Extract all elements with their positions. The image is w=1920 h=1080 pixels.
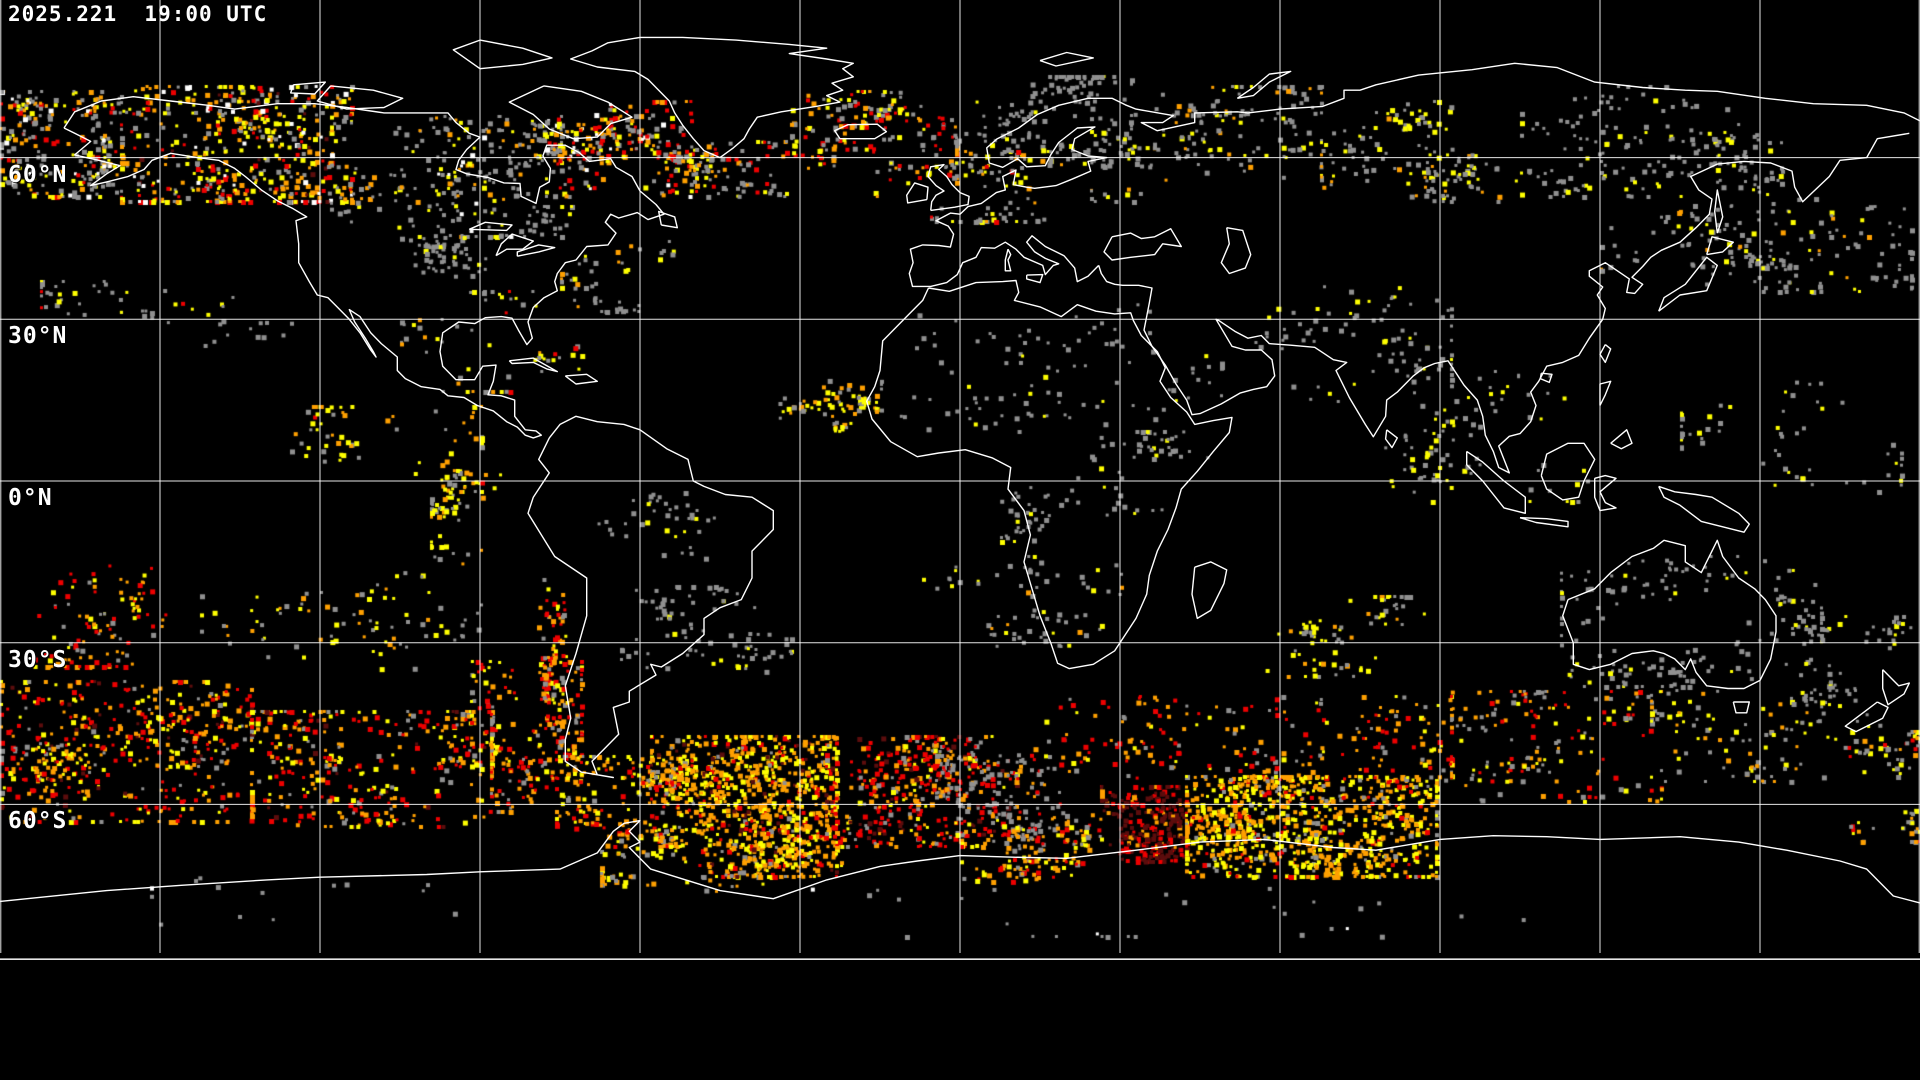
coastline-path: [564, 373, 598, 385]
coastline-path: [866, 279, 1233, 670]
coastline-path: [1658, 485, 1750, 533]
coastline-path: [290, 81, 326, 95]
coastline-path: [1658, 256, 1718, 312]
coastline-path: [1026, 273, 1044, 284]
coastline-path: [1844, 701, 1889, 733]
coastline-path: [1562, 539, 1777, 690]
coastline-path: [1519, 517, 1569, 528]
timestamp: 2025.221 19:00 UTC: [8, 2, 268, 26]
coastline-path: [495, 233, 534, 257]
coastline-path: [1236, 70, 1292, 99]
coastline-path: [1599, 380, 1612, 406]
coastline-path: [527, 415, 774, 779]
coastline-path: [1714, 189, 1724, 234]
coastline-path: [63, 96, 665, 439]
coastline-path: [469, 221, 513, 232]
coastline-path: [452, 39, 553, 70]
coastline-path: [1384, 429, 1398, 449]
coastline-path: [1191, 561, 1228, 620]
coastline-path: [1039, 51, 1094, 67]
coastline-path: [1004, 248, 1012, 272]
latitude-label: 30°N: [8, 323, 68, 350]
coastline-path: [1098, 132, 1910, 474]
latitude-label: 60°S: [8, 808, 68, 835]
latitude-label: 30°S: [8, 646, 68, 673]
coastline-path: [1732, 701, 1750, 714]
coastline-path: [834, 123, 888, 140]
coastline-path: [1706, 236, 1734, 256]
coastline-path: [516, 244, 556, 257]
coastline-path: [316, 85, 404, 110]
coastline-path: [1220, 227, 1252, 275]
coastline-path: [1610, 429, 1633, 450]
legend-bar: SLW Large Drop Index 13.5-1616-1919-2222…: [0, 960, 1920, 1080]
coastline-path: [1539, 372, 1553, 384]
coastline-path: [0, 819, 1920, 904]
world-map: 2025.221 19:00 UTC 60°N 30°N 0°N 30°S 60°S: [0, 0, 1920, 960]
coastlines: [0, 36, 1920, 904]
coastline-path: [1599, 344, 1612, 364]
coastline-path: [908, 62, 1920, 288]
coastline-path: [658, 210, 678, 229]
graticule-lines: [0, 0, 1920, 960]
coastline-graticule-svg: [0, 0, 1920, 960]
coastline-path: [1103, 228, 1182, 261]
coastline-path: [1540, 442, 1596, 501]
coastline-path: [508, 357, 558, 373]
latitude-label: 0°N: [8, 485, 53, 511]
coastline-path: [906, 182, 929, 204]
coastline-path: [1466, 450, 1526, 514]
latitude-label: 60°N: [8, 161, 68, 188]
coastline-path: [508, 85, 633, 140]
coastline-path: [927, 163, 970, 212]
coastline-path: [570, 36, 854, 159]
coastline-path: [1882, 669, 1910, 706]
coastline-path: [1594, 474, 1617, 512]
